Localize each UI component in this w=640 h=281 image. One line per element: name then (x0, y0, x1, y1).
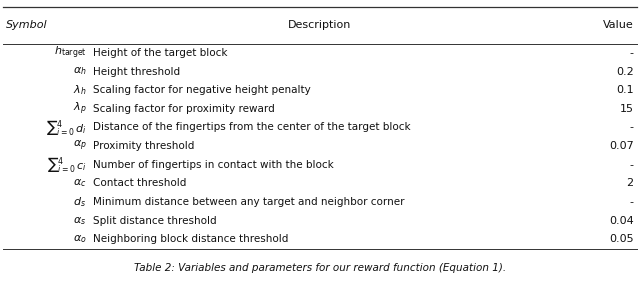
Text: 2: 2 (627, 178, 634, 189)
Text: -: - (630, 48, 634, 58)
Text: Value: Value (603, 20, 634, 30)
Text: $\alpha_s$: $\alpha_s$ (73, 215, 86, 226)
Text: $\alpha_h$: $\alpha_h$ (73, 66, 86, 78)
Text: Height threshold: Height threshold (93, 67, 180, 76)
Text: $\lambda_p$: $\lambda_p$ (73, 101, 86, 117)
Text: Number of fingertips in contact with the block: Number of fingertips in contact with the… (93, 160, 333, 170)
Text: -: - (630, 123, 634, 132)
Text: $\alpha_o$: $\alpha_o$ (73, 234, 86, 245)
Text: Table 2: Variables and parameters for our reward function (Equation 1).: Table 2: Variables and parameters for ou… (134, 263, 506, 273)
Text: 0.2: 0.2 (616, 67, 634, 76)
Text: 0.04: 0.04 (609, 216, 634, 226)
Text: $\alpha_p$: $\alpha_p$ (72, 139, 86, 153)
Text: Scaling factor for proximity reward: Scaling factor for proximity reward (93, 104, 275, 114)
Text: Description: Description (288, 20, 352, 30)
Text: $\mathregular{\sum}^4_{i=0}\, d_i$: $\mathregular{\sum}^4_{i=0}\, d_i$ (45, 118, 86, 137)
Text: Contact threshold: Contact threshold (93, 178, 186, 189)
Text: Symbol: Symbol (6, 20, 48, 30)
Text: $d_s$: $d_s$ (74, 195, 86, 209)
Text: Minimum distance between any target and neighbor corner: Minimum distance between any target and … (93, 197, 404, 207)
Text: 0.07: 0.07 (609, 141, 634, 151)
Text: $\mathregular{\sum}^4_{i=0}\, c_i$: $\mathregular{\sum}^4_{i=0}\, c_i$ (47, 155, 86, 174)
Text: Neighboring block distance threshold: Neighboring block distance threshold (93, 234, 288, 244)
Text: Scaling factor for negative height penalty: Scaling factor for negative height penal… (93, 85, 310, 95)
Text: $h_{\mathrm{target}}$: $h_{\mathrm{target}}$ (54, 45, 86, 61)
Text: 15: 15 (620, 104, 634, 114)
Text: $\lambda_h$: $\lambda_h$ (73, 83, 86, 97)
Text: 0.05: 0.05 (609, 234, 634, 244)
Text: -: - (630, 197, 634, 207)
Text: Split distance threshold: Split distance threshold (93, 216, 216, 226)
Text: $\alpha_c$: $\alpha_c$ (73, 178, 86, 189)
Text: Distance of the fingertips from the center of the target block: Distance of the fingertips from the cent… (93, 123, 410, 132)
Text: 0.1: 0.1 (616, 85, 634, 95)
Text: Proximity threshold: Proximity threshold (93, 141, 194, 151)
Text: -: - (630, 160, 634, 170)
Text: Height of the target block: Height of the target block (93, 48, 227, 58)
